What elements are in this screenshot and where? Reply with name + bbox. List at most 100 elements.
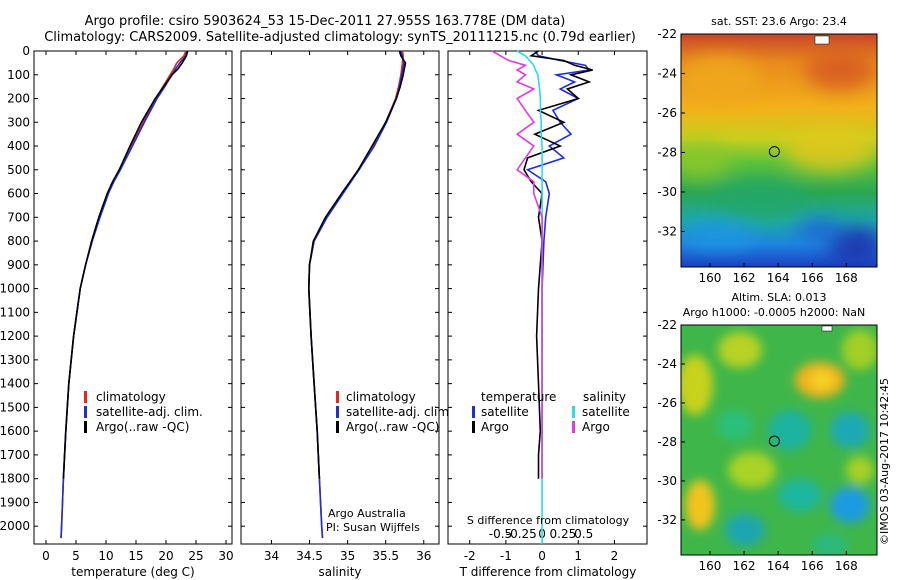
x-tick-label: 160 <box>699 271 722 285</box>
y-tick-label: 100 <box>7 68 30 82</box>
x-tick-label: 20 <box>158 549 173 563</box>
series-line-sal-argo <box>491 50 543 479</box>
s-tick-label: 0.5 <box>574 527 593 541</box>
x-tick-label: 162 <box>733 271 756 285</box>
sst-map-panel: sat. SST: 23.6 Argo: 23.4 160 162 164 166 16… <box>657 15 878 285</box>
x-tick-label: 166 <box>801 271 824 285</box>
x-tick-label: 0 <box>538 549 546 563</box>
y-tick-label: -26 <box>657 396 677 410</box>
y-tick-label: -28 <box>657 145 677 159</box>
y-tick-label: 0 <box>22 44 30 58</box>
s-tick-label: -0.5 <box>489 527 512 541</box>
legend-swatch-t-satellite <box>472 406 475 418</box>
legend-swatch-climatology <box>84 391 87 403</box>
legend-climatology: climatology <box>96 390 166 404</box>
salinity-xlabel: salinity <box>318 565 361 579</box>
legend-swatch-satellite <box>84 406 87 418</box>
y-tick-label: 1100 <box>0 305 30 319</box>
y-tick-label: 800 <box>7 234 30 248</box>
y-tick-label: 200 <box>7 92 30 106</box>
legend-s-argo: Argo <box>582 420 610 434</box>
x-tick-label: 164 <box>767 559 790 573</box>
series-line-argo-raw-qc- <box>307 50 407 479</box>
y-tick-label: 1000 <box>0 282 30 296</box>
profile-location-marker <box>768 146 780 158</box>
legend-argo: Argo(..raw -QC) <box>346 420 439 434</box>
y-tick-label: 2000 <box>0 519 30 533</box>
x-tick-label: 162 <box>733 559 756 573</box>
legend-satellite: satellite-adj. clim. <box>96 405 203 419</box>
y-tick-label: -24 <box>657 357 677 371</box>
x-tick-label: 166 <box>801 559 824 573</box>
y-tick-label: 500 <box>7 163 30 177</box>
temperature-xlabel: temperature (deg C) <box>71 565 194 579</box>
sla-map-title: Altim. SLA: 0.013 <box>731 291 826 304</box>
x-tick-label: 1 <box>574 549 582 563</box>
x-tick-label: 30 <box>218 549 233 563</box>
sla-map-axes <box>680 324 878 556</box>
legend-swatch-t-argo <box>472 421 475 433</box>
temperature-legend: climatology satellite-adj. clim. Argo(..… <box>84 390 203 434</box>
copyright-label: ©IMOS 03-Aug-2017 10:42:45 <box>878 378 891 545</box>
sst-map-axes <box>680 33 878 268</box>
legend-swatch-satellite <box>336 406 339 418</box>
series-line-argo-raw-qc- <box>62 50 189 479</box>
legend-argo: Argo(..raw -QC) <box>96 420 189 434</box>
x-tick-label: 2 <box>611 549 619 563</box>
legend-satellite: satellite-adj. clim. <box>346 405 453 419</box>
x-tick-label: 0 <box>42 549 50 563</box>
sst-map-title: sat. SST: 23.6 Argo: 23.4 <box>711 15 847 28</box>
y-tick-label: 1600 <box>0 424 30 438</box>
sst-field <box>681 34 877 267</box>
annotation-line2: PI: Susan Wijffels <box>326 521 420 534</box>
difference-legend: temperature salinity satellite Argo sate… <box>472 390 630 434</box>
x-tick-label: 164 <box>767 271 790 285</box>
y-tick-label: 1400 <box>0 377 30 391</box>
y-tick-label: 1200 <box>0 329 30 343</box>
y-tick-label: 1900 <box>0 495 30 509</box>
s-tick-label: 0.25 <box>550 527 577 541</box>
land-patch-icon <box>821 325 833 332</box>
x-tick-label: 35 <box>340 549 355 563</box>
y-tick-label: -22 <box>657 27 677 41</box>
salinity-legend: climatology satellite-adj. clim. Argo(..… <box>336 390 453 434</box>
legend-swatch-argo <box>84 421 87 433</box>
x-tick-label: 36 <box>416 549 431 563</box>
legend-swatch-s-argo <box>572 421 575 433</box>
salinity-axes <box>240 50 440 545</box>
y-tick-label: 600 <box>7 187 30 201</box>
x-tick-label: -1 <box>500 549 512 563</box>
legend-t-satellite: satellite <box>481 405 529 419</box>
x-tick-label: 10 <box>98 549 113 563</box>
salinity-panel: 34 34.5 35 35.5 36 salinity climatology sate… <box>240 50 453 579</box>
legend-climatology: climatology <box>346 390 416 404</box>
x-tick-label: 168 <box>835 271 858 285</box>
y-tick-label: 1500 <box>0 400 30 414</box>
annotation-line1: Argo Australia <box>328 507 406 520</box>
y-tick-label: -32 <box>657 513 677 527</box>
sla-map-title2: Argo h1000: -0.0005 h2000: NaN <box>683 306 866 319</box>
y-tick-label: -24 <box>657 66 677 80</box>
difference-axes <box>447 50 648 545</box>
x-tick-label: 34.5 <box>296 549 323 563</box>
series-line-argo <box>523 50 593 479</box>
temperature-axes <box>33 50 233 545</box>
legend-swatch-climatology <box>336 391 339 403</box>
x-tick-label: 25 <box>188 549 203 563</box>
temperature-panel: 0 5 10 15 20 25 300100200300400500600700800900… <box>0 44 234 579</box>
x-tick-label: 35.5 <box>372 549 399 563</box>
y-tick-label: 1800 <box>0 472 30 486</box>
s-tick-label: -0.25 <box>506 527 537 541</box>
y-tick-label: -30 <box>657 185 677 199</box>
t-difference-label: T difference from climatology <box>459 565 637 579</box>
y-tick-label: -22 <box>657 318 677 332</box>
x-tick-label: -2 <box>464 549 476 563</box>
s-difference-label: S difference from climatology <box>467 514 630 527</box>
legend-title-salinity: salinity <box>583 390 626 404</box>
x-tick-label: 168 <box>835 559 858 573</box>
y-tick-label: 700 <box>7 210 30 224</box>
y-tick-label: 300 <box>7 115 30 129</box>
x-tick-label: 5 <box>72 549 80 563</box>
sla-map-panel: Altim. SLA: 0.013 Argo h1000: -0.0005 h2… <box>657 291 878 573</box>
